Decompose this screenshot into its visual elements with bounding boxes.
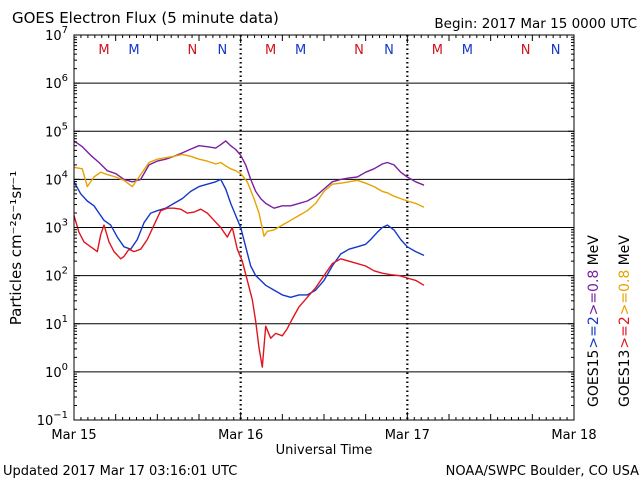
time-marker: M — [462, 43, 473, 58]
x-tick-label: Mar 16 — [218, 428, 263, 443]
x-tick-label: Mar 18 — [551, 428, 596, 443]
series-line — [73, 153, 425, 237]
series-line — [73, 178, 425, 298]
x-tick-label: Mar 15 — [51, 428, 96, 443]
y-tick-label: 101 — [45, 314, 68, 333]
y-tick-label: 103 — [45, 218, 68, 237]
time-marker: N — [217, 43, 227, 58]
time-marker: N — [384, 43, 394, 58]
y-tick-label: 105 — [45, 121, 68, 140]
y-tick-label: 106 — [45, 73, 68, 92]
legend-entry: GOES15 — [586, 350, 602, 407]
y-tick-label: 102 — [45, 266, 68, 285]
y-axis-label: Particles cm⁻²s⁻¹sr⁻¹ — [7, 171, 25, 325]
time-marker: N — [551, 43, 561, 58]
begin-time: Begin: 2017 Mar 15 0000 UTC — [434, 16, 637, 32]
y-tick-label: 104 — [45, 169, 68, 188]
time-marker: N — [521, 43, 531, 58]
x-tick-label: Mar 17 — [385, 428, 430, 443]
updated-timestamp: Updated 2017 Mar 17 03:16:01 UTC — [3, 464, 237, 479]
time-marker: M — [295, 43, 306, 58]
time-marker: M — [432, 43, 443, 58]
grid-layer — [74, 35, 574, 420]
legend-entry: MeV — [617, 235, 633, 266]
legend-entry: >=2 — [586, 316, 602, 348]
series-line — [73, 140, 425, 209]
y-tick-label: 100 — [45, 362, 68, 381]
time-marker: N — [187, 43, 197, 58]
y-tick-label: 10−1 — [37, 410, 68, 429]
credit-text: NOAA/SWPC Boulder, CO USA — [446, 464, 639, 479]
legend-entry: >=0.8 — [586, 270, 602, 316]
time-marker: M — [98, 43, 109, 58]
time-marker: M — [265, 43, 276, 58]
time-marker: N — [354, 43, 364, 58]
legend-entry: >=0.8 — [617, 270, 633, 316]
time-marker: M — [128, 43, 139, 58]
legend-entry: GOES13 — [617, 350, 633, 407]
x-axis-label: Universal Time — [276, 443, 373, 458]
series-layer — [73, 140, 425, 368]
legend-entry: >=2 — [617, 316, 633, 348]
series-line — [73, 207, 425, 368]
legend-entry: MeV — [586, 235, 602, 266]
y-tick-label: 107 — [45, 25, 68, 44]
chart-title: GOES Electron Flux (5 minute data) — [12, 9, 279, 27]
